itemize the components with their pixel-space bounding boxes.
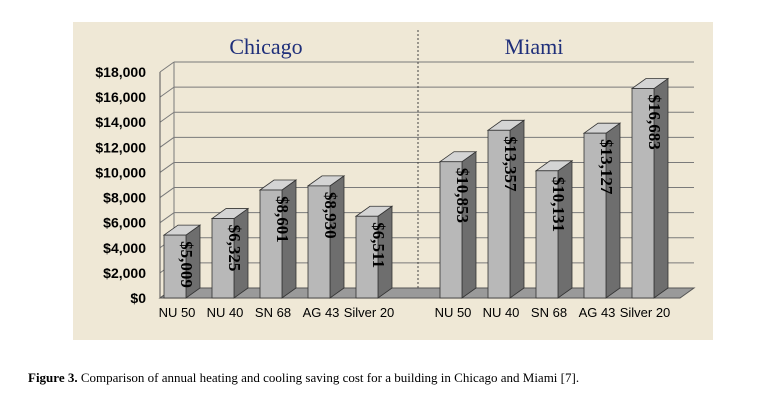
caption-label: Figure 3. xyxy=(28,370,78,385)
group-title: Chicago xyxy=(229,34,302,59)
bar xyxy=(487,129,511,299)
y-tick-label: $12,000 xyxy=(95,139,146,155)
bar xyxy=(355,215,379,299)
bar-value-label: $10,853 xyxy=(453,168,472,223)
bar-value-label: $8,601 xyxy=(273,196,292,243)
y-tick-label: $10,000 xyxy=(95,164,146,180)
caption-text: Comparison of annual heating and cooling… xyxy=(77,370,580,385)
x-tick-label: SN 68 xyxy=(255,305,291,320)
bar xyxy=(535,170,559,299)
x-tick-label: AG 43 xyxy=(579,305,616,320)
gridline-side xyxy=(159,111,175,123)
y-tick-label: $6,000 xyxy=(103,215,146,231)
x-tick-label: NU 40 xyxy=(207,305,244,320)
bar xyxy=(583,132,607,299)
bar-value-label: $8,930 xyxy=(321,192,340,239)
y-tick-label: $14,000 xyxy=(95,114,146,130)
y-tick-label: $4,000 xyxy=(103,240,146,256)
bar xyxy=(211,218,235,299)
x-tick-label: Silver 20 xyxy=(620,305,671,320)
gridline-side xyxy=(159,162,175,173)
y-tick-label: $16,000 xyxy=(95,89,146,105)
bar xyxy=(439,161,463,299)
x-tick-label: SN 68 xyxy=(531,305,567,320)
bar-value-label: $16,683 xyxy=(645,95,664,150)
y-tick-label: $2,000 xyxy=(103,265,146,281)
bar-value-label: $6,325 xyxy=(225,225,244,272)
bar xyxy=(259,189,283,299)
figure-caption: Figure 3. Comparison of annual heating a… xyxy=(28,370,748,386)
bar xyxy=(163,234,187,299)
gridline-side xyxy=(159,187,175,198)
y-tick-label: $18,000 xyxy=(95,64,146,80)
gridline-side xyxy=(159,212,175,224)
group-title: Miami xyxy=(505,34,564,59)
gridline-side xyxy=(159,136,175,148)
x-tick-label: NU 50 xyxy=(435,305,472,320)
y-tick-label: $8,000 xyxy=(103,190,146,206)
bar-value-label: $10,131 xyxy=(549,177,568,232)
bar-value-label: $13,357 xyxy=(501,136,520,192)
chart-area: $0 $2,000 $4,000 $6,000 $8,000 $10,000 $12,000… xyxy=(73,22,713,340)
bar-value-label: $13,127 xyxy=(597,139,616,195)
x-tick-label: NU 40 xyxy=(483,305,520,320)
bar-chart: $0 $2,000 $4,000 $6,000 $8,000 $10,000 $12,000… xyxy=(73,22,713,340)
x-tick-label: AG 43 xyxy=(303,305,340,320)
x-tick-label: NU 50 xyxy=(159,305,196,320)
x-tick-label: Silver 20 xyxy=(344,305,395,320)
gridline-side xyxy=(159,86,175,98)
bar-value-label: $5,009 xyxy=(177,241,196,288)
gridline-side xyxy=(159,61,175,73)
y-tick-label: $0 xyxy=(130,290,146,306)
bar-value-label: $6,511 xyxy=(369,222,388,268)
bar xyxy=(631,88,655,299)
bar xyxy=(307,185,331,299)
